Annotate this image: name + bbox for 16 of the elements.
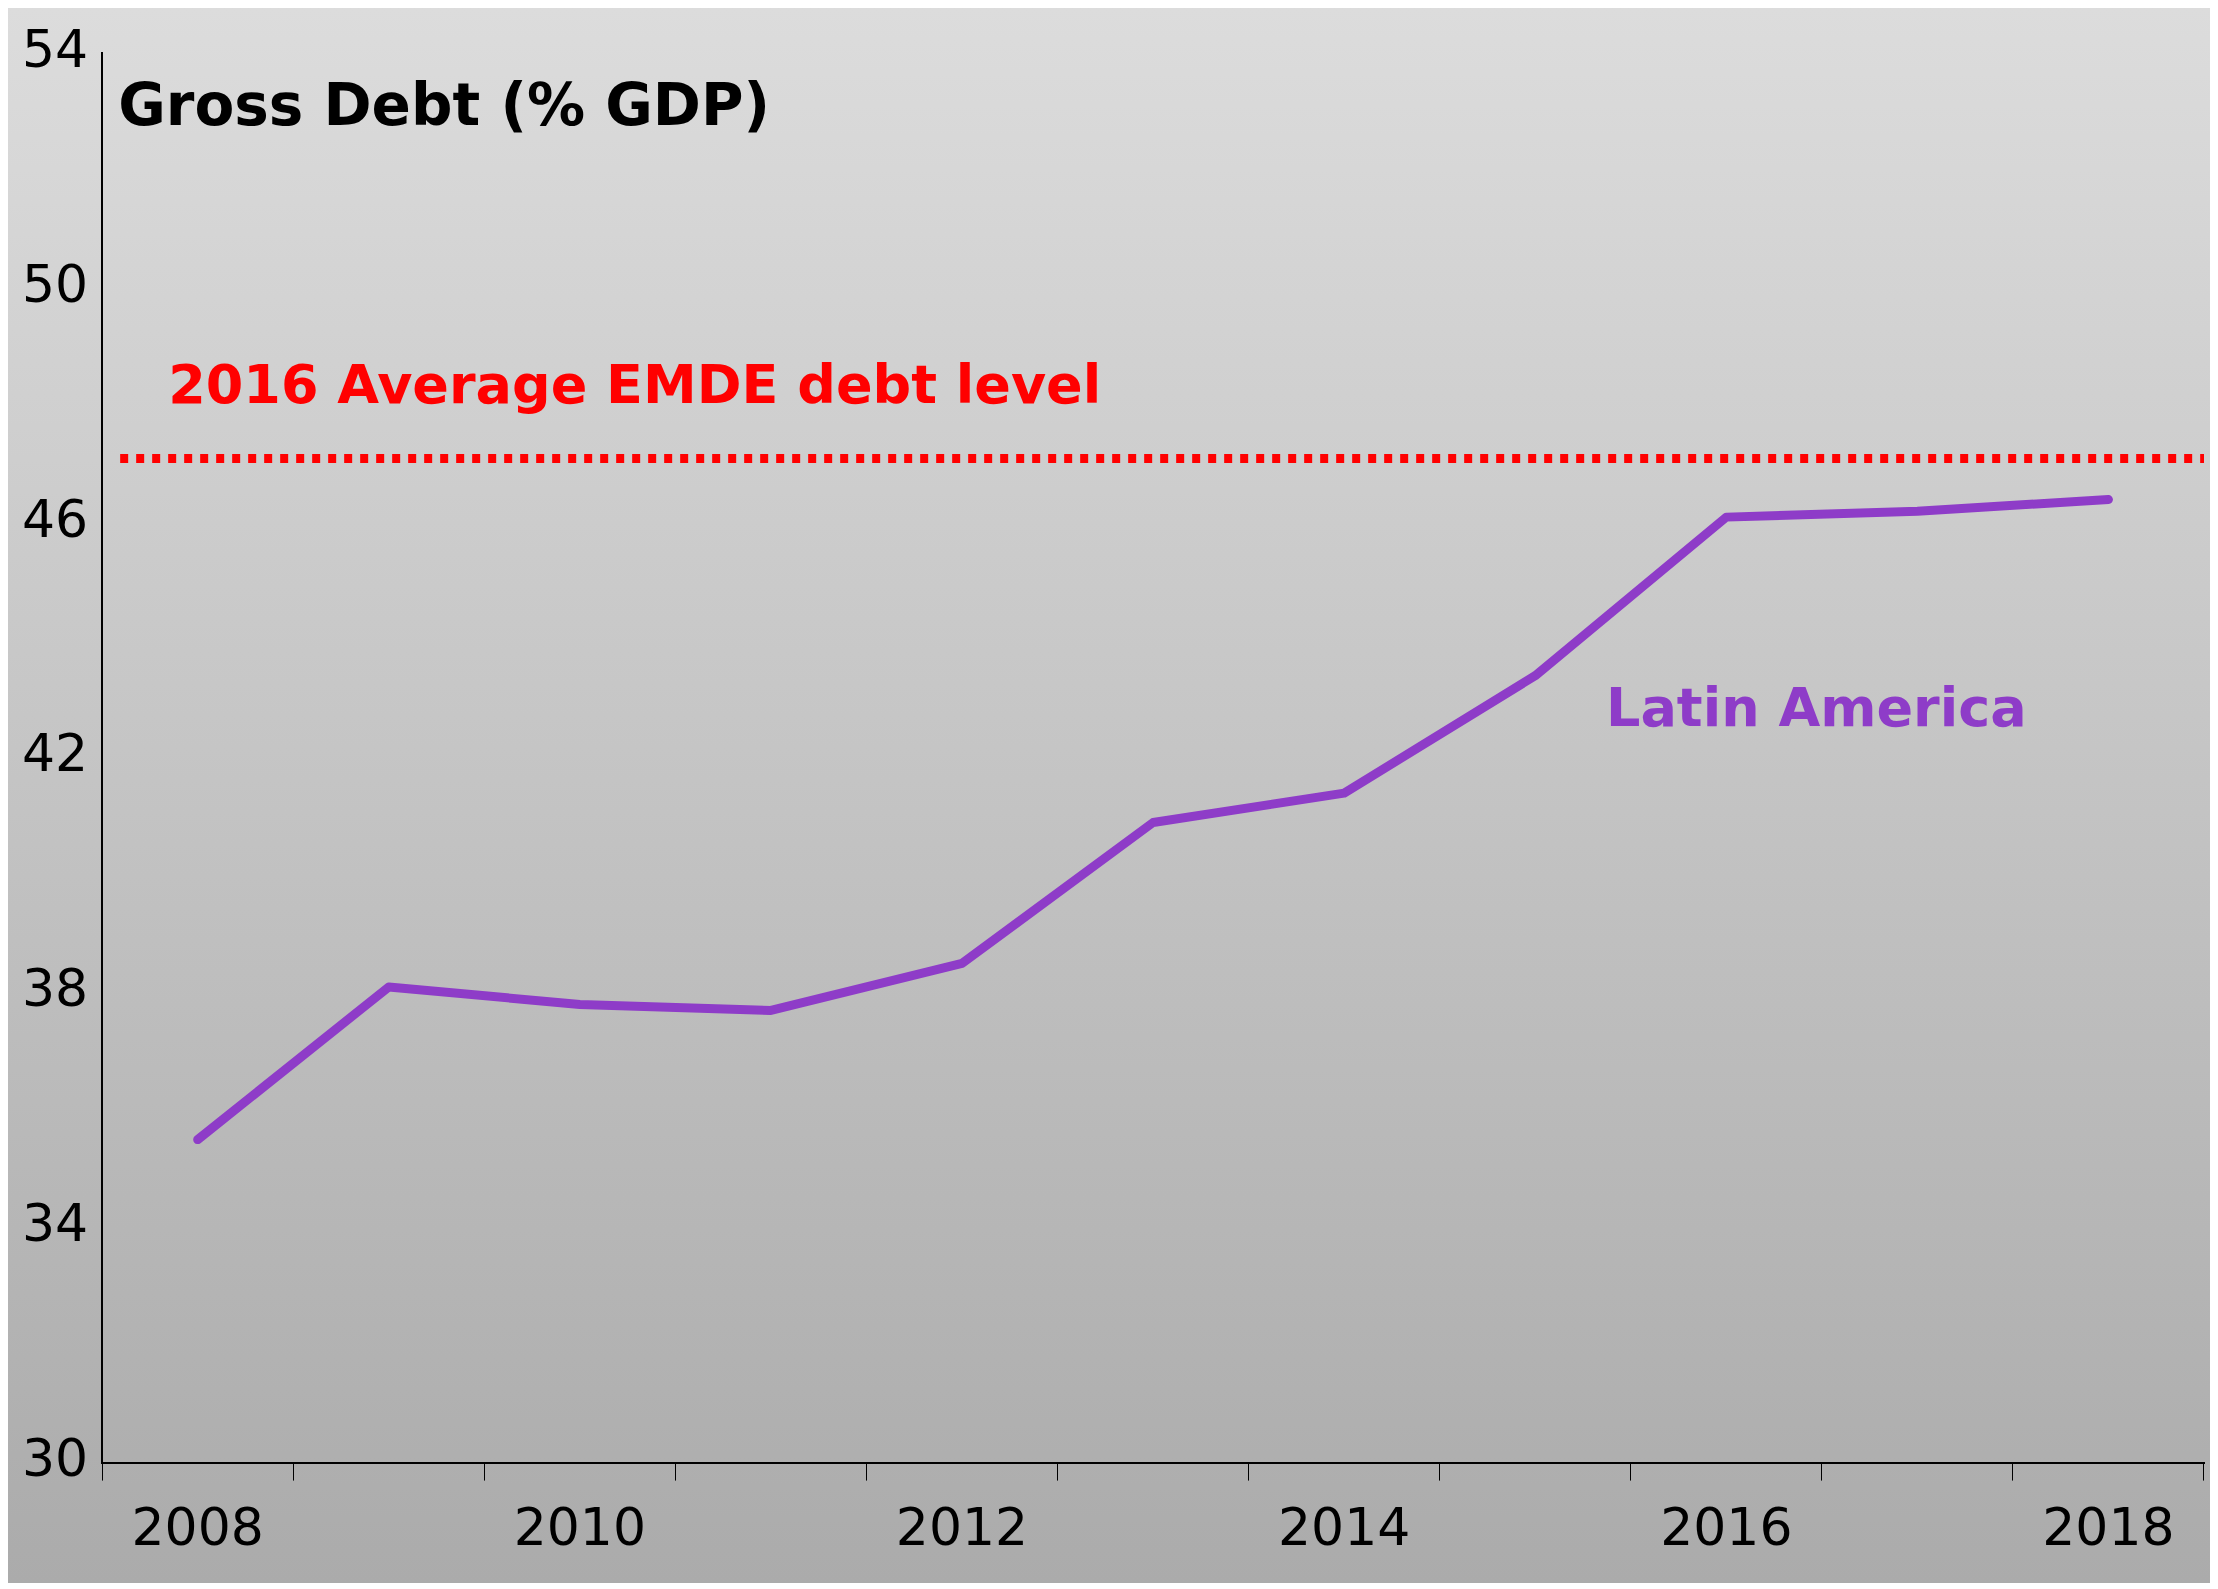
- x-tick-label: 2012: [895, 1497, 1029, 1558]
- x-tick-label: 2014: [1277, 1497, 1411, 1558]
- x-tick-label: 2018: [2042, 1497, 2175, 1558]
- y-tick-label: 50: [22, 253, 89, 314]
- y-tick-label: 42: [22, 723, 89, 784]
- y-tick-label: 54: [22, 18, 89, 79]
- y-tick-label: 30: [22, 1428, 89, 1489]
- y-tick-label: 46: [22, 488, 89, 549]
- y-tick-label: 34: [22, 1193, 89, 1254]
- y-tick-label: 38: [22, 958, 89, 1019]
- chart-title: Gross Debt (% GDP): [118, 71, 770, 140]
- x-tick-label: 2008: [131, 1497, 264, 1558]
- x-tick-label: 2016: [1660, 1497, 1793, 1558]
- x-tick-label: 2010: [513, 1497, 647, 1558]
- ref-line-label: 2016 Average EMDE debt level: [168, 353, 1102, 417]
- series-label: Latin America: [1605, 676, 2027, 740]
